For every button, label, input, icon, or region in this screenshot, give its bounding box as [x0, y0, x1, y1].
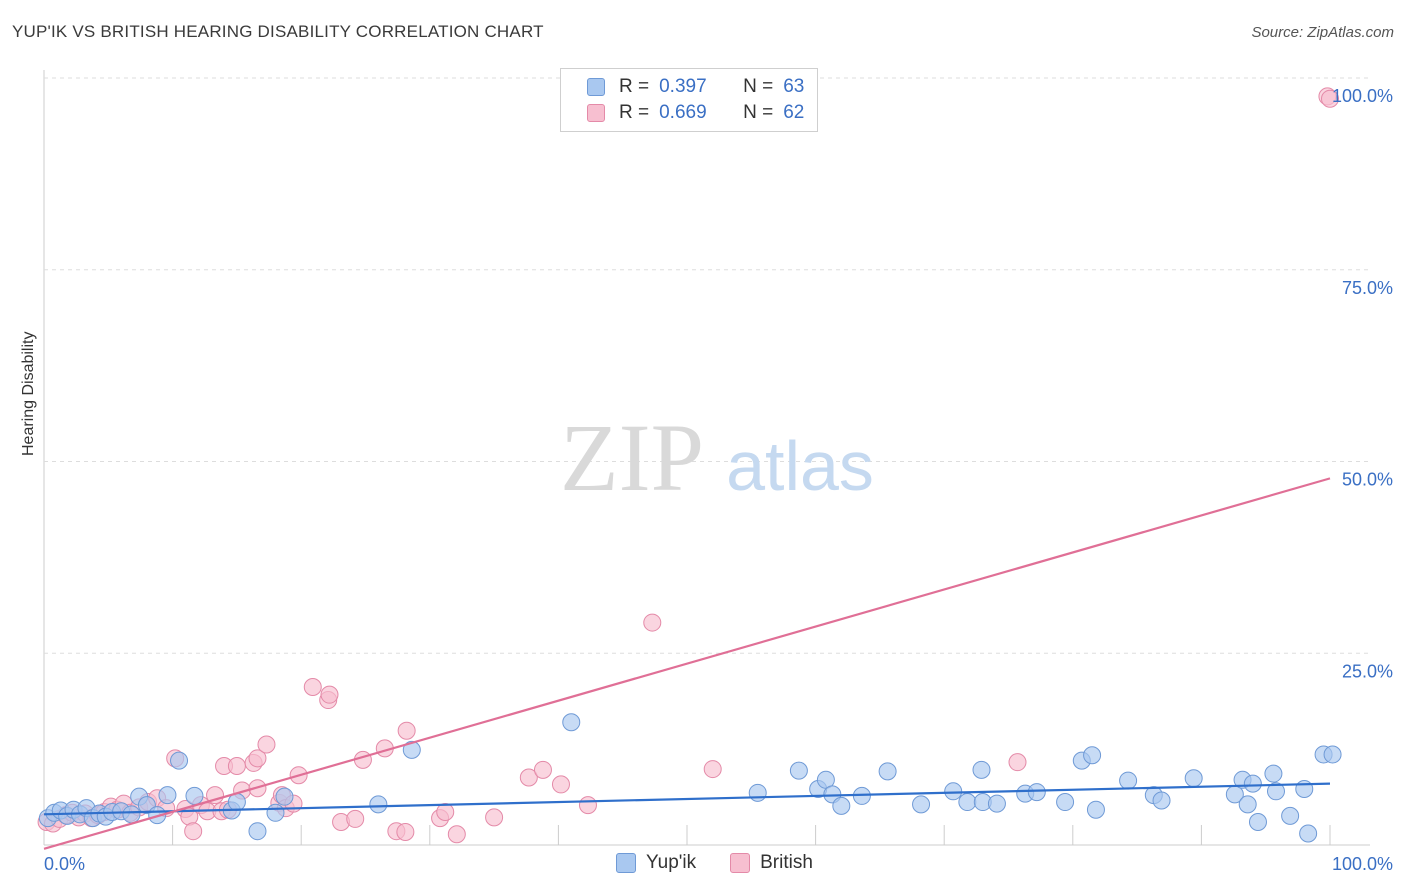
british-point	[578, 796, 597, 815]
series-legend-yupik[interactable]: Yup'ik	[616, 852, 696, 874]
yupik-point	[369, 795, 388, 814]
british-point	[436, 803, 455, 822]
yupik-point	[185, 786, 204, 805]
x-tick-label: 100.0%	[1332, 854, 1393, 874]
legend-r-value: 0.397	[659, 76, 707, 97]
y-tick-label: 100.0%	[1332, 86, 1393, 106]
british-point	[533, 760, 552, 779]
yupik-point	[1184, 769, 1203, 788]
yupik-points	[38, 713, 1342, 843]
british-point	[703, 760, 722, 779]
watermark-zip: ZIP	[560, 404, 704, 511]
british-point	[485, 808, 504, 827]
legend-swatch-british	[587, 104, 605, 122]
british-point	[1321, 89, 1339, 108]
yupik-point	[1264, 764, 1283, 783]
legend-n-value: 62	[783, 102, 805, 123]
series-swatch-yupik	[616, 853, 636, 873]
yupik-point	[158, 786, 177, 805]
watermark-atlas: atlas	[726, 427, 874, 505]
british-trend-line	[43, 477, 1331, 850]
legend-n-value: 63	[783, 76, 805, 97]
yupik-point	[1243, 774, 1262, 793]
yupik-point	[1266, 782, 1285, 801]
british-point	[303, 677, 322, 696]
yupik-trend-line	[43, 782, 1331, 816]
yupik-point	[248, 822, 267, 841]
yupik-point	[266, 803, 285, 822]
y-tick-label: 75.0%	[1342, 278, 1393, 298]
yupik-point	[878, 762, 897, 781]
series-label-british: British	[760, 852, 813, 873]
source-label: Source: ZipAtlas.com	[1251, 24, 1394, 41]
axis-ticks: 25.0% 50.0% 75.0% 100.0% 0.0% 100.0%	[44, 86, 1393, 874]
british-point	[248, 749, 267, 768]
chart-title: YUP'IK VS BRITISH HEARING DISABILITY COR…	[12, 22, 544, 41]
series-swatch-british	[730, 853, 751, 873]
yupik-point	[1299, 824, 1318, 843]
british-point	[447, 825, 466, 844]
british-point	[551, 775, 570, 794]
yupik-point	[832, 796, 851, 815]
british-point	[397, 721, 416, 740]
yupik-point	[1152, 791, 1171, 810]
legend-r-label: R =	[619, 102, 650, 123]
yupik-point	[402, 740, 421, 759]
british-point	[643, 613, 662, 632]
yupik-point	[1027, 783, 1046, 802]
yupik-point	[1238, 795, 1257, 814]
series-label-yupik: Yup'ik	[646, 852, 697, 873]
british-point	[346, 809, 365, 828]
british-point	[519, 768, 538, 787]
yupik-point	[1056, 793, 1075, 812]
y-tick-label: 50.0%	[1342, 470, 1393, 490]
y-tick-label: 25.0%	[1342, 661, 1393, 681]
legend-swatch-yupik	[587, 78, 605, 96]
grid-lines	[43, 70, 1370, 846]
yupik-point	[170, 751, 189, 770]
x-tick-label: 0.0%	[44, 854, 85, 874]
legend-n-label: N =	[743, 76, 774, 97]
series-legend: Yup'ik British	[616, 852, 847, 874]
yupik-point	[1323, 745, 1342, 764]
yupik-point	[972, 760, 991, 779]
yupik-point	[1119, 771, 1138, 790]
yupik-point	[275, 787, 294, 806]
british-point	[184, 822, 203, 841]
british-point	[257, 735, 276, 754]
legend-row-yupik: R = 0.397 N = 63	[587, 75, 804, 99]
british-point	[1008, 753, 1027, 772]
yupik-point	[912, 795, 931, 814]
series-legend-british[interactable]: British	[730, 852, 813, 874]
yupik-point	[1086, 800, 1105, 819]
trend-lines	[43, 477, 1331, 850]
correlation-legend: R = 0.397 N = 63 R = 0.669 N = 62	[560, 68, 818, 132]
yupik-point	[944, 782, 963, 801]
legend-row-british: R = 0.669 N = 62	[587, 101, 804, 125]
legend-n-label: N =	[743, 102, 774, 123]
yupik-point	[748, 783, 767, 802]
yupik-point	[122, 805, 141, 824]
british-point	[396, 822, 415, 841]
yupik-point	[1248, 812, 1267, 831]
yupik-point	[958, 793, 977, 812]
yupik-point	[562, 713, 581, 732]
yupik-point	[1083, 746, 1102, 765]
yupik-point	[789, 761, 808, 780]
watermark: ZIP atlas	[560, 404, 874, 511]
yupik-point	[1281, 806, 1300, 825]
y-axis-label: Hearing Disability	[20, 331, 37, 457]
british-point	[320, 685, 339, 704]
legend-r-value: 0.669	[659, 102, 707, 123]
legend-r-label: R =	[619, 76, 650, 97]
yupik-point	[987, 794, 1006, 813]
british-point	[227, 756, 246, 775]
british-point	[353, 750, 372, 769]
